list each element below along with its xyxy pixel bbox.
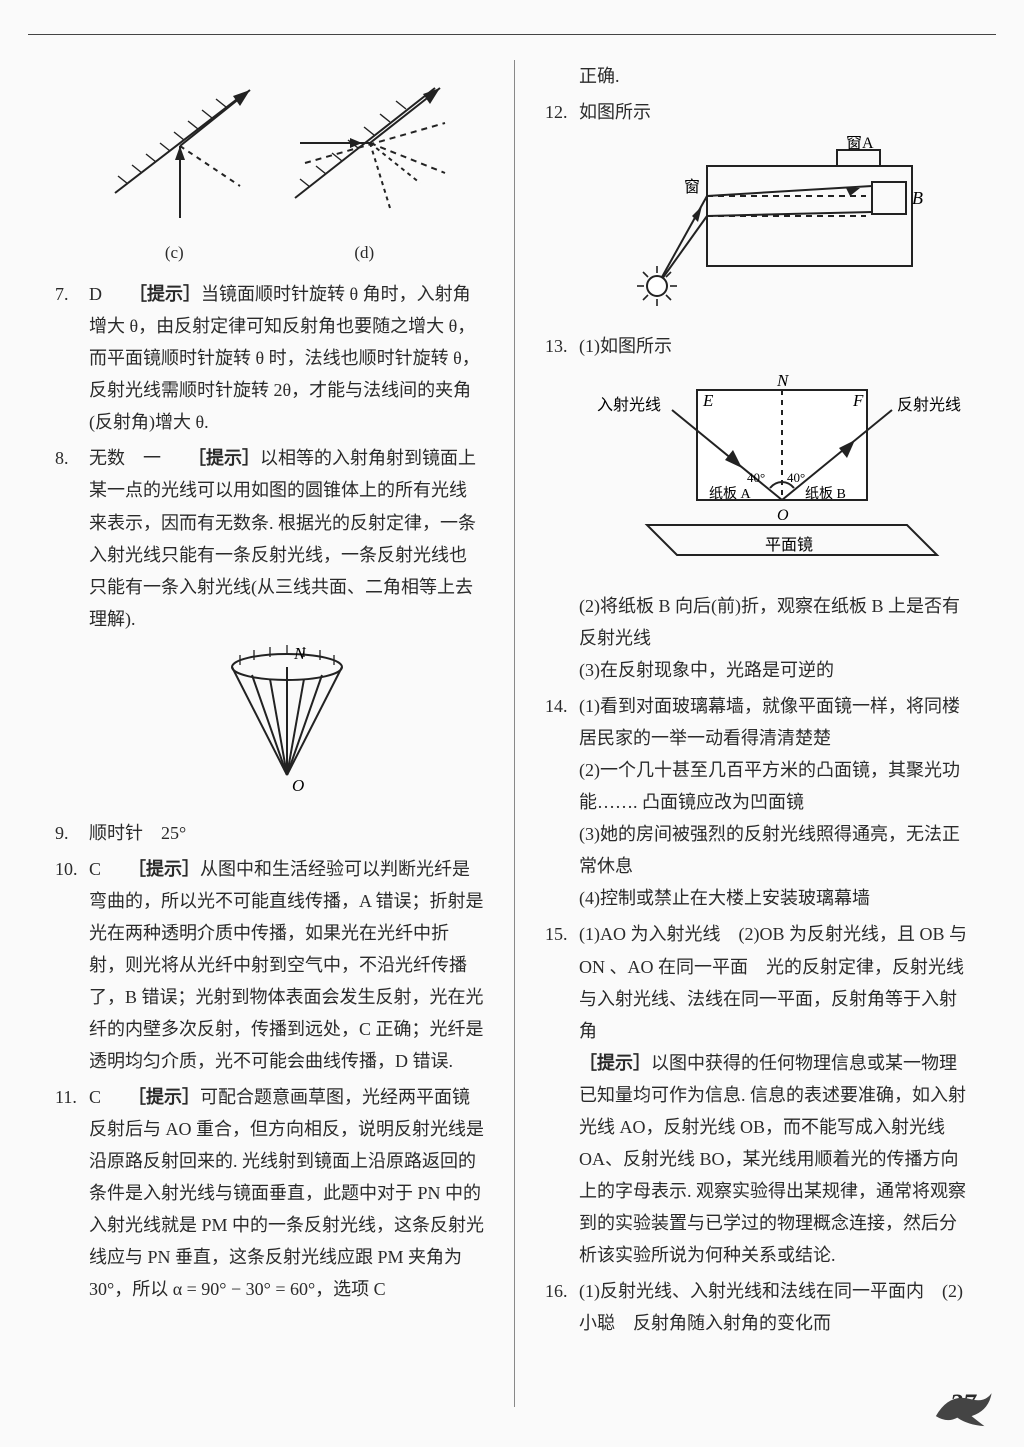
q16: 16. (1)反射光线、入射光线和法线在同一平面内 (2)小聪 反射角随入射角的…	[545, 1275, 974, 1339]
q14-p1: (1)看到对面玻璃幕墙，就像平面镜一样，将同楼居民家的一举一动看得清清楚楚	[579, 690, 974, 754]
q16-text: (1)反射光线、入射光线和法线在同一平面内 (2)小聪 反射角随入射角的变化而	[579, 1275, 974, 1339]
q13-p1: (1)如图所示	[579, 330, 974, 362]
dolphin-icon	[927, 1379, 999, 1429]
label-B: B	[912, 188, 923, 208]
figure-cd: (c) (d)	[55, 68, 484, 268]
q15: 15. (1)AO 为入射光线 (2)OB 为反射光线，且 OB 与 ON 、A…	[545, 918, 974, 1270]
q14-p2: (2)一个几十甚至几百平方米的凸面镜，其聚光功能……. 凸面镜应改为凹面镜	[579, 754, 974, 818]
q7: 7. D ［提示］当镜面顺时针旋转 θ 角时，入射角增大 θ，由反射定律可知反射…	[55, 278, 484, 438]
column-divider	[514, 60, 515, 1407]
q14-num: 14.	[545, 690, 579, 914]
q16-num: 16.	[545, 1275, 579, 1339]
label-angR: 40°	[787, 470, 805, 485]
q15-head: (1)AO 为入射光线 (2)OB 为反射光线，且 OB 与 ON 、AO 在同…	[579, 918, 974, 1046]
q10-text: 从图中和生活经验可以判断光纤是弯曲的，所以光不可能直线传播，A 错误；折射是光在…	[89, 859, 484, 1071]
q10: 10. C ［提示］从图中和生活经验可以判断光纤是弯曲的，所以光不可能直线传播，…	[55, 853, 484, 1077]
q8: 8. 无数 一 ［提示］以相等的入射角射到镜面上某一点的光线可以用如图的圆锥体上…	[55, 442, 484, 812]
q12: 12. 如图所示	[545, 96, 974, 326]
q9-text: 顺时针 25°	[89, 817, 484, 849]
label-boardB: 纸板 B	[805, 486, 846, 502]
hint-label: ［提示］	[188, 448, 260, 468]
label-O: O	[292, 776, 304, 793]
figure-window: 窗A 窗 B	[579, 136, 974, 316]
fig-label-d: (d)	[354, 238, 374, 268]
q9-num: 9.	[55, 817, 89, 849]
q14-p3: (3)她的房间被强烈的反射光线照得通亮，无法正常休息	[579, 818, 974, 882]
q15-num: 15.	[545, 918, 579, 1270]
left-column: (c) (d) 7. D ［提示］当镜面顺时针旋转 θ 角时，入射角增大 θ，由…	[55, 60, 484, 1407]
q10-ans: C	[89, 859, 101, 879]
q13-p3: (3)在反射现象中，光路是可逆的	[579, 654, 974, 686]
label-incident: 入射光线	[597, 396, 661, 414]
q10-num: 10.	[55, 853, 89, 1077]
q11-cont: 正确.	[545, 60, 974, 92]
label-mirror: 平面镜	[765, 535, 813, 554]
q8-num: 8.	[55, 442, 89, 812]
label-O2: O	[777, 507, 789, 524]
q12-num: 12.	[545, 96, 579, 326]
q7-ans: D	[89, 284, 102, 304]
q12-text: 如图所示	[579, 102, 651, 122]
q14-p4: (4)控制或禁止在大楼上安装玻璃幕墙	[579, 882, 974, 914]
q7-num: 7.	[55, 278, 89, 438]
q14: 14. (1)看到对面玻璃幕墙，就像平面镜一样，将同楼居民家的一举一动看得清清楚…	[545, 690, 974, 914]
label-angL: 40°	[747, 470, 765, 485]
label-F: F	[852, 391, 864, 410]
q11-text: 可配合题意画草图，光经两平面镜反射后与 AO 重合，但方向相反，说明反射光线是沿…	[89, 1087, 484, 1299]
label-N: N	[776, 371, 790, 390]
figure-reflection: 入射光线 反射光线 E N F 40° 40° 纸板 A 纸板 B O 平面镜	[579, 370, 974, 580]
q11-num: 11.	[55, 1081, 89, 1305]
fig-label-c: (c)	[165, 238, 184, 268]
label-boardA: 纸板 A	[709, 486, 751, 502]
q13-p2: (2)将纸板 B 向后(前)折，观察在纸板 B 上是否有反射光线	[579, 590, 974, 654]
q13-num: 13.	[545, 330, 579, 686]
hint-label: ［提示］	[128, 859, 200, 879]
q13: 13. (1)如图所示	[545, 330, 974, 686]
q9: 9. 顺时针 25°	[55, 817, 484, 849]
hint-label: ［提示］	[129, 284, 201, 304]
right-column: 正确. 12. 如图所示	[545, 60, 974, 1407]
q8-ans: 无数 一	[89, 448, 161, 468]
label-reflected: 反射光线	[897, 396, 961, 414]
hint-label: ［提示］	[128, 1087, 200, 1107]
hint-label: ［提示］	[579, 1053, 651, 1073]
label-winA: 窗A	[846, 136, 874, 152]
q15-hint: 以图中获得的任何物理信息或某一物理已知量均可作为信息. 信息的表述要准确，如入射…	[579, 1053, 966, 1265]
label-win: 窗	[684, 178, 700, 196]
figure-cone: N O	[89, 643, 484, 803]
q7-text: 当镜面顺时针旋转 θ 角时，入射角增大 θ，由反射定律可知反射角也要随之增大 θ…	[89, 284, 480, 432]
q11-ans: C	[89, 1087, 101, 1107]
q11: 11. C ［提示］可配合题意画草图，光经两平面镜反射后与 AO 重合，但方向相…	[55, 1081, 484, 1305]
label-N: N	[293, 644, 307, 663]
q8-text: 以相等的入射角射到镜面上某一点的光线可以用如图的圆锥体上的所有光线来表示，因而有…	[89, 448, 476, 628]
label-E: E	[702, 391, 714, 410]
